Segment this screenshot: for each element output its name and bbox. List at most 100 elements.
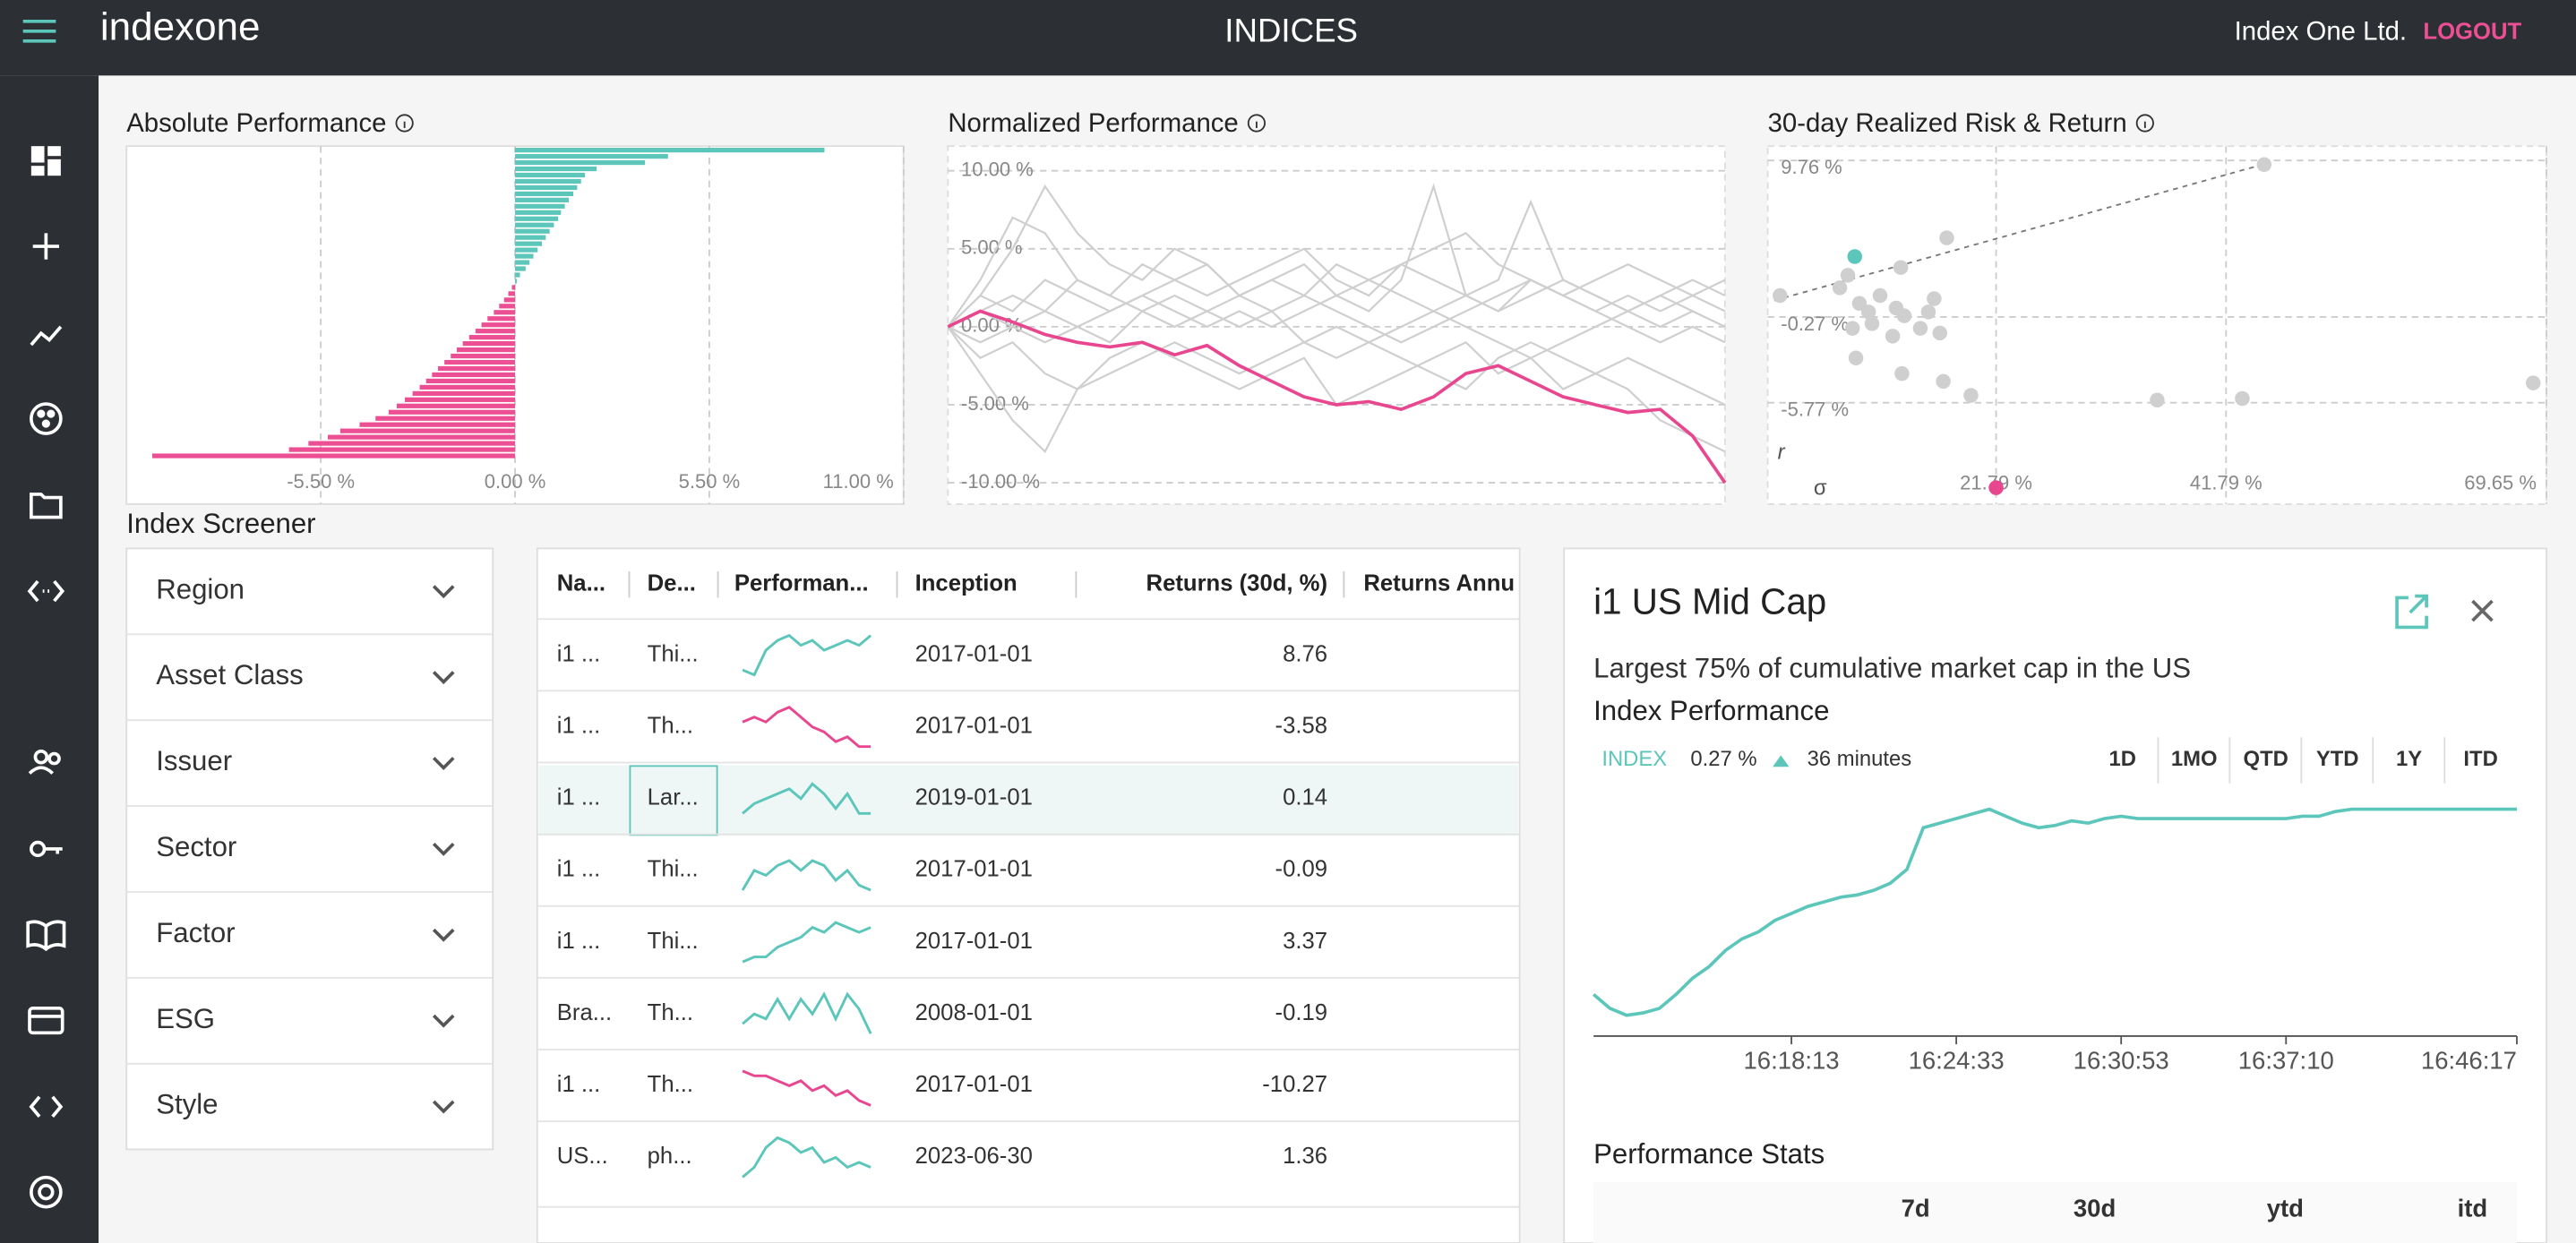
period-button[interactable]: 1MO xyxy=(2171,747,2218,771)
period-button[interactable]: ITD xyxy=(2463,747,2497,771)
x-tick-label: 16:46:17 xyxy=(2421,1047,2517,1075)
scatter-point xyxy=(1847,249,1863,264)
code-icon[interactable] xyxy=(29,1095,64,1118)
bar xyxy=(444,359,516,365)
close-button[interactable] xyxy=(2471,599,2494,622)
sparkline xyxy=(742,782,872,815)
line-series xyxy=(947,325,1726,453)
info-icon[interactable] xyxy=(2135,114,2154,133)
chevron xyxy=(432,1100,455,1114)
help-icon[interactable] xyxy=(30,1175,63,1209)
x-tick-label: 16:18:13 xyxy=(1744,1047,1840,1075)
cell-name[interactable]: i1 ... xyxy=(557,713,600,738)
filter-toggle[interactable]: Issuer xyxy=(156,745,232,776)
bar xyxy=(515,166,597,172)
add-icon[interactable] xyxy=(32,233,60,260)
bar xyxy=(152,453,516,459)
stats-header xyxy=(1593,1182,2517,1243)
column-header[interactable]: Na... xyxy=(557,571,605,596)
bar xyxy=(359,422,516,427)
y-tick-label: -10.00 % xyxy=(961,470,1040,493)
portfolio-icon[interactable] xyxy=(30,402,63,435)
x-tick-label: 41.79 % xyxy=(2190,472,2263,494)
docs-icon[interactable] xyxy=(26,920,66,952)
y-tick-label: 5.00 % xyxy=(961,236,1023,259)
column-header[interactable]: Returns (30d, %) xyxy=(1146,571,1327,596)
line-series xyxy=(947,216,1726,359)
x-tick-label: 0.00 % xyxy=(485,470,546,493)
period-button[interactable]: 1Y xyxy=(2396,747,2422,771)
column-header[interactable]: Inception xyxy=(915,571,1018,596)
cell-inception: 2023-06-30 xyxy=(915,1144,1033,1169)
sparkline xyxy=(742,921,872,964)
open-button[interactable] xyxy=(2395,594,2428,630)
cell-name[interactable]: i1 ... xyxy=(557,1072,600,1097)
cell-inception: 2017-01-01 xyxy=(915,929,1033,954)
filter-toggle[interactable]: Asset Class xyxy=(156,659,304,690)
bar xyxy=(451,353,516,359)
filter-toggle[interactable]: Factor xyxy=(156,917,235,948)
x-axis-label: σ xyxy=(1814,476,1827,501)
chevron xyxy=(432,1014,455,1028)
chevron xyxy=(432,585,455,599)
chart-frame xyxy=(1766,145,2547,505)
bar xyxy=(404,397,516,402)
bar xyxy=(494,310,516,315)
bar xyxy=(388,409,516,415)
sparkline xyxy=(742,991,872,1034)
period-button[interactable]: 1D xyxy=(2109,747,2136,771)
chart-title: Absolute Performance xyxy=(126,108,386,138)
bar xyxy=(375,416,516,421)
cell-returns: -3.58 xyxy=(1275,713,1327,738)
chevron xyxy=(432,671,455,685)
x-tick-label: 16:37:10 xyxy=(2238,1047,2334,1075)
filter-toggle[interactable]: ESG xyxy=(156,1003,215,1034)
bar xyxy=(515,241,542,246)
folder-icon[interactable] xyxy=(30,493,63,519)
api-icon[interactable] xyxy=(27,579,65,603)
selected-row xyxy=(538,765,1518,836)
cell-name[interactable]: US... xyxy=(557,1144,608,1169)
cell-name[interactable]: Bra... xyxy=(557,1000,612,1025)
logout-button[interactable]: LOGOUT xyxy=(2423,19,2521,44)
billing-icon[interactable] xyxy=(28,1006,64,1035)
x-tick-label: 5.50 % xyxy=(679,470,741,493)
bar xyxy=(468,335,516,340)
cell-name[interactable]: i1 ... xyxy=(557,857,600,882)
filter-toggle[interactable]: Style xyxy=(156,1089,218,1120)
y-tick-label: 10.00 % xyxy=(961,159,1034,181)
scatter-point xyxy=(2525,375,2541,390)
key-icon[interactable] xyxy=(30,840,63,858)
bar xyxy=(339,428,516,433)
scatter-point xyxy=(1840,268,1856,283)
column-header[interactable]: De... xyxy=(648,571,696,596)
scatter-point xyxy=(2150,392,2165,407)
filter-toggle[interactable]: Region xyxy=(156,573,245,604)
dashboard-icon[interactable] xyxy=(30,146,61,176)
menu-button[interactable] xyxy=(22,20,56,43)
scatter-point xyxy=(1894,365,1910,381)
period-button[interactable]: YTD xyxy=(2316,747,2359,771)
y-tick-label: 0.00 % xyxy=(961,314,1023,337)
column-header[interactable]: Performan... xyxy=(734,571,869,596)
cell-name[interactable]: i1 ... xyxy=(557,929,600,954)
line-series xyxy=(1592,807,2517,1017)
scatter-point xyxy=(1936,373,1951,390)
sparkline xyxy=(742,633,872,677)
info-icon[interactable] xyxy=(1247,114,1267,133)
trend-icon[interactable] xyxy=(30,325,63,347)
table-card xyxy=(536,547,1521,1243)
users-icon[interactable] xyxy=(28,750,61,775)
info-icon[interactable] xyxy=(395,114,414,133)
cell-name[interactable]: i1 ... xyxy=(557,785,600,810)
filter-toggle[interactable]: Sector xyxy=(156,831,236,862)
sparkline xyxy=(742,1069,872,1107)
column-header[interactable]: Returns Annu xyxy=(1363,571,1515,596)
cell-inception: 2017-01-01 xyxy=(915,641,1033,666)
cell-name[interactable]: i1 ... xyxy=(557,641,600,666)
y-tick-label: -5.77 % xyxy=(1781,399,1849,421)
cell-returns: -0.19 xyxy=(1275,1000,1327,1025)
bar xyxy=(487,316,516,321)
bar xyxy=(396,403,516,408)
period-button[interactable]: QTD xyxy=(2244,747,2288,771)
